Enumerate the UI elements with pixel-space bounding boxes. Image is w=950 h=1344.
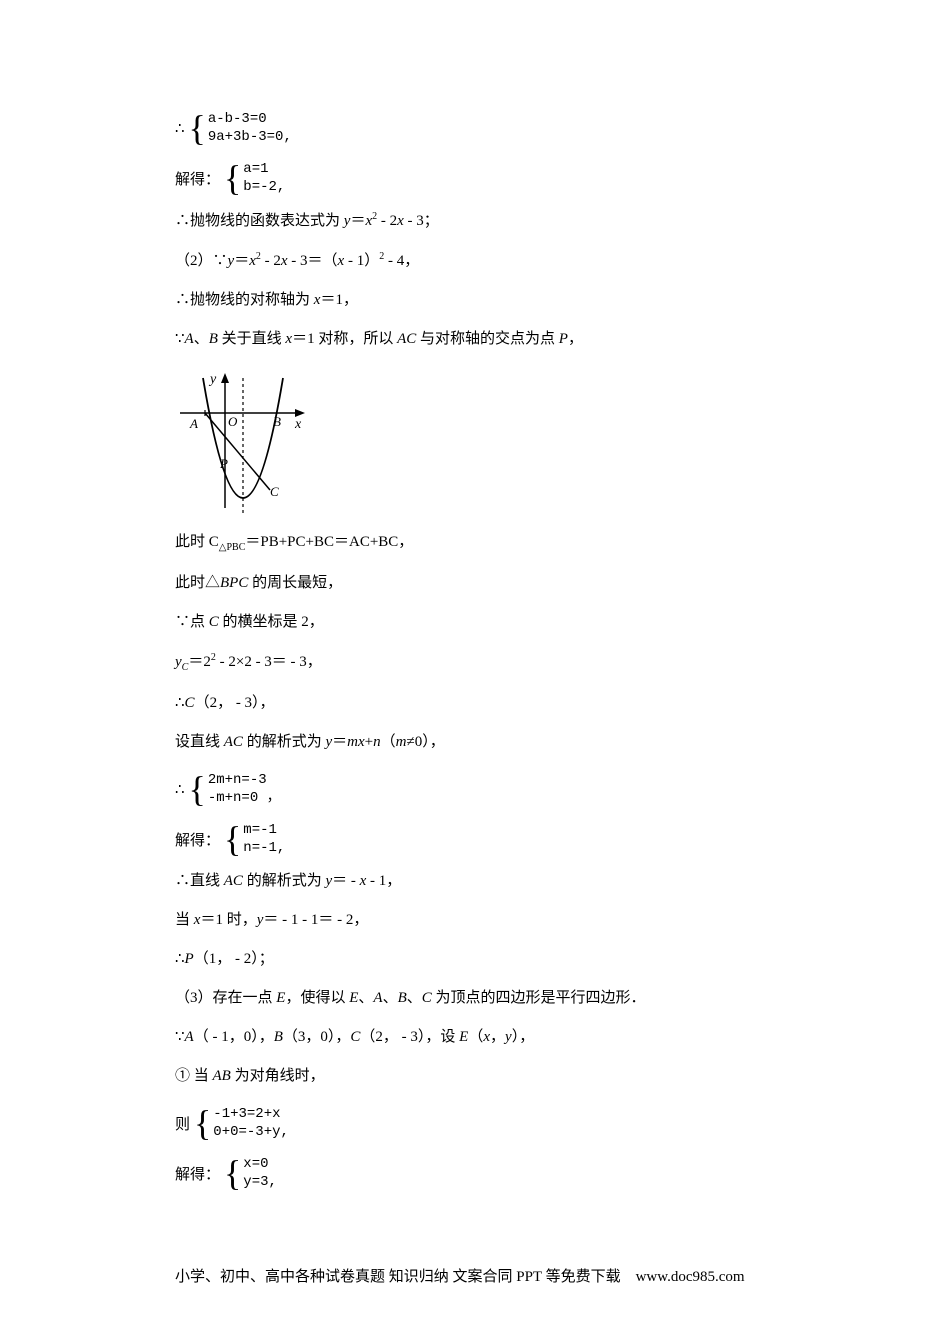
origin-label: O (228, 414, 238, 429)
prefix-solve: 解得： (175, 168, 220, 189)
eq-line: a-b-3=0 (208, 110, 292, 128)
brace-content: a-b-3=0 9a+3b-3=0, (208, 110, 292, 146)
subscript: △PBC (219, 542, 246, 553)
left-brace: { (224, 1155, 241, 1191)
text-fragment: 此时 C (175, 534, 219, 550)
eq-line: 2m+n=-3 (208, 771, 281, 789)
axis-label-y: y (208, 372, 217, 387)
eq-line: m=-1 (243, 821, 285, 839)
eq-line: n=-1, (243, 839, 285, 857)
text-line: yC＝22 - 2×2 - 3＝ - 3， (175, 651, 950, 675)
text-line: 此时△BPC 的周长最短， (175, 573, 950, 594)
prefix-solve: 解得： (175, 1163, 220, 1184)
text-line: ① 当 AB 为对角线时， (175, 1066, 950, 1087)
eq-line: -1+3=2+x (213, 1105, 289, 1123)
text-fragment: ＝PB+PC+BC＝AC+BC， (245, 534, 413, 550)
eq-line: 0+0=-3+y, (213, 1123, 289, 1141)
prefix-therefore: ∴ (175, 780, 185, 799)
point-label-A: A (189, 416, 198, 431)
text-line: 设直线 AC 的解析式为 y＝mx+n（m≠0）， (175, 732, 950, 753)
text-line: ∴抛物线的函数表达式为 y＝x2 - 2x - 3； (175, 210, 950, 232)
equation-system-3: 则 { -1+3=2+x 0+0=-3+y, (175, 1105, 950, 1141)
brace-content: x=0 y=3, (243, 1155, 277, 1191)
text-line: ∵A、B 关于直线 x＝1 对称，所以 AC 与对称轴的交点为点 P， (175, 329, 950, 350)
prefix-therefore: ∴ (175, 119, 185, 138)
text-line: 此时 C△PBC＝PB+PC+BC＝AC+BC， (175, 532, 950, 555)
text-line: ∴C（2， - 3）， (175, 693, 950, 714)
equation-solve-3: 解得： { x=0 y=3, (175, 1155, 950, 1191)
document-page: ∴ { a-b-3=0 9a+3b-3=0, 解得： { a=1 b=-2, ∴… (0, 0, 950, 1344)
left-brace: { (189, 771, 206, 807)
text-line: ∵点 C 的横坐标是 2， (175, 612, 950, 633)
eq-line: 9a+3b-3=0, (208, 128, 292, 146)
point-label-P: P (219, 456, 228, 471)
left-brace: { (224, 821, 241, 857)
page-footer: 小学、初中、高中各种试卷真题 知识归纳 文案合同 PPT 等免费下载 www.d… (175, 1265, 745, 1286)
text-line: （3）存在一点 E，使得以 E、A、B、C 为顶点的四边形是平行四边形． (175, 988, 950, 1009)
eq-line: y=3, (243, 1173, 277, 1191)
graph-svg: y x A O B P C (175, 368, 310, 518)
brace-content: m=-1 n=-1, (243, 821, 285, 857)
left-brace: { (194, 1105, 211, 1141)
text-line: ∴直线 AC 的解析式为 y＝ - x - 1， (175, 871, 950, 892)
parabola-graph: y x A O B P C (175, 368, 310, 518)
prefix-solve: 解得： (175, 829, 220, 850)
equation-solve-1: 解得： { a=1 b=-2, (175, 160, 950, 196)
brace-content: a=1 b=-2, (243, 160, 285, 196)
equation-solve-2: 解得： { m=-1 n=-1, (175, 821, 950, 857)
text-line: ∴抛物线的对称轴为 x＝1， (175, 290, 950, 311)
prefix-then: 则 (175, 1113, 190, 1134)
eq-line: x=0 (243, 1155, 277, 1173)
eq-line: b=-2, (243, 178, 285, 196)
text-line: ∵A（ - 1，0），B（3，0），C（2， - 3），设 E（x，y）， (175, 1027, 950, 1048)
left-brace: { (189, 110, 206, 146)
text-line: 当 x＝1 时，y＝ - 1 - 1＝ - 2， (175, 910, 950, 931)
eq-line: a=1 (243, 160, 285, 178)
left-brace: { (224, 160, 241, 196)
brace-content: 2m+n=-3 -m+n=0 ， (208, 771, 281, 807)
equation-system-1: ∴ { a-b-3=0 9a+3b-3=0, (175, 110, 950, 146)
text-line: （2）∵y＝x2 - 2x - 3＝（x - 1）2 - 4， (175, 250, 950, 272)
equation-system-2: ∴ { 2m+n=-3 -m+n=0 ， (175, 771, 950, 807)
eq-line: -m+n=0 ， (208, 789, 281, 807)
brace-content: -1+3=2+x 0+0=-3+y, (213, 1105, 289, 1141)
text-line: ∴P（1， - 2）； (175, 949, 950, 970)
point-label-C: C (270, 484, 279, 499)
axis-label-x: x (294, 417, 302, 432)
